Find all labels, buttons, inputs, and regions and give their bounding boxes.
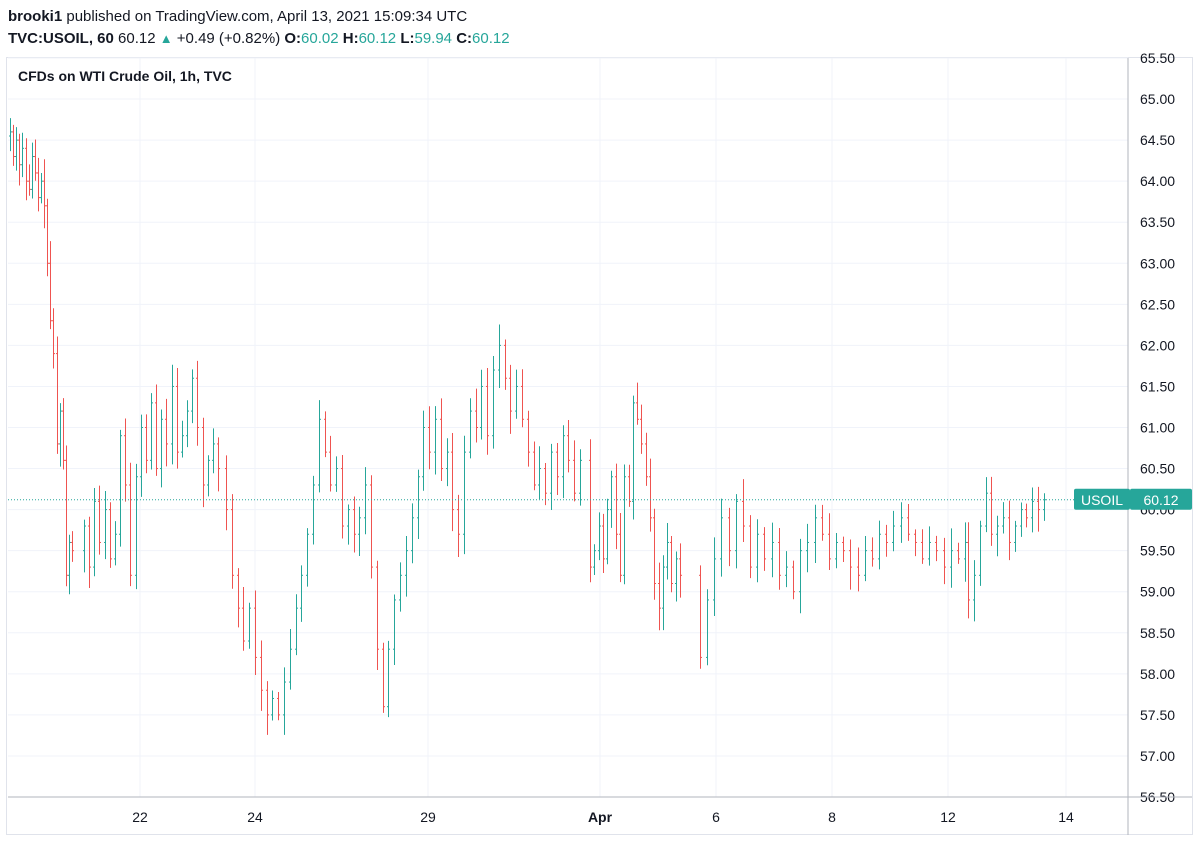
y-tick-label: 62.50: [1140, 296, 1175, 312]
symbol-line: TVC:USOIL, 60 60.12 ▲ +0.49 (+0.82%) O:6…: [8, 30, 510, 47]
close-label: C:: [456, 30, 473, 47]
up-arrow-icon: ▲: [159, 31, 173, 46]
y-tick-label: 59.00: [1140, 584, 1175, 600]
published-info: published on TradingView.com, April 13, …: [66, 8, 468, 25]
close-value: 60.12: [472, 30, 510, 47]
high-value: 60.12: [358, 30, 397, 47]
last-price-tag-value: 60.12: [1143, 492, 1178, 508]
chart-title: CFDs on WTI Crude Oil, 1h, TVC: [18, 68, 232, 84]
x-tick-label: 22: [132, 809, 148, 825]
open-value: 60.02: [301, 30, 339, 47]
y-tick-label: 62.00: [1140, 337, 1175, 353]
symbol-tag-label: USOIL: [1081, 492, 1123, 508]
x-tick-label: 29: [420, 809, 436, 825]
y-tick-label: 61.00: [1140, 420, 1175, 436]
price-change: +0.49 (+0.82%): [176, 30, 281, 47]
publication-line: brooki1 published on TradingView.com, Ap…: [8, 8, 467, 25]
symbol-tag: [1074, 488, 1130, 510]
y-tick-label: 61.50: [1140, 378, 1175, 394]
high-label: H:: [342, 30, 359, 47]
y-tick-label: 65.00: [1140, 91, 1175, 107]
low-value: 59.94: [414, 30, 453, 47]
low-label: L:: [400, 30, 415, 47]
author-name[interactable]: brooki1: [8, 8, 63, 25]
symbol-name: TVC:USOIL, 60: [8, 30, 114, 47]
x-tick-label: 14: [1058, 809, 1074, 825]
y-tick-label: 64.00: [1140, 173, 1175, 189]
last-price: 60.12: [118, 30, 156, 47]
open-label: O:: [284, 30, 302, 47]
y-tick-label: 64.50: [1140, 132, 1175, 148]
y-tick-label: 58.00: [1140, 666, 1175, 682]
x-tick-label: 24: [247, 809, 263, 825]
x-tick-label: 12: [940, 809, 956, 825]
x-tick-label: 6: [712, 809, 720, 825]
y-tick-label: 60.50: [1140, 461, 1175, 477]
y-tick-label: 63.00: [1140, 255, 1175, 271]
last-price-tag: [1130, 488, 1192, 510]
y-tick-label: 63.50: [1140, 214, 1175, 230]
x-tick-label: Apr: [588, 809, 613, 825]
y-tick-label: 57.50: [1140, 707, 1175, 723]
x-tick-label: 8: [828, 809, 836, 825]
y-tick-label: 65.50: [1140, 50, 1175, 66]
y-tick-label: 59.50: [1140, 543, 1175, 559]
y-tick-label: 58.50: [1140, 625, 1175, 641]
y-tick-label: 57.00: [1140, 748, 1175, 764]
